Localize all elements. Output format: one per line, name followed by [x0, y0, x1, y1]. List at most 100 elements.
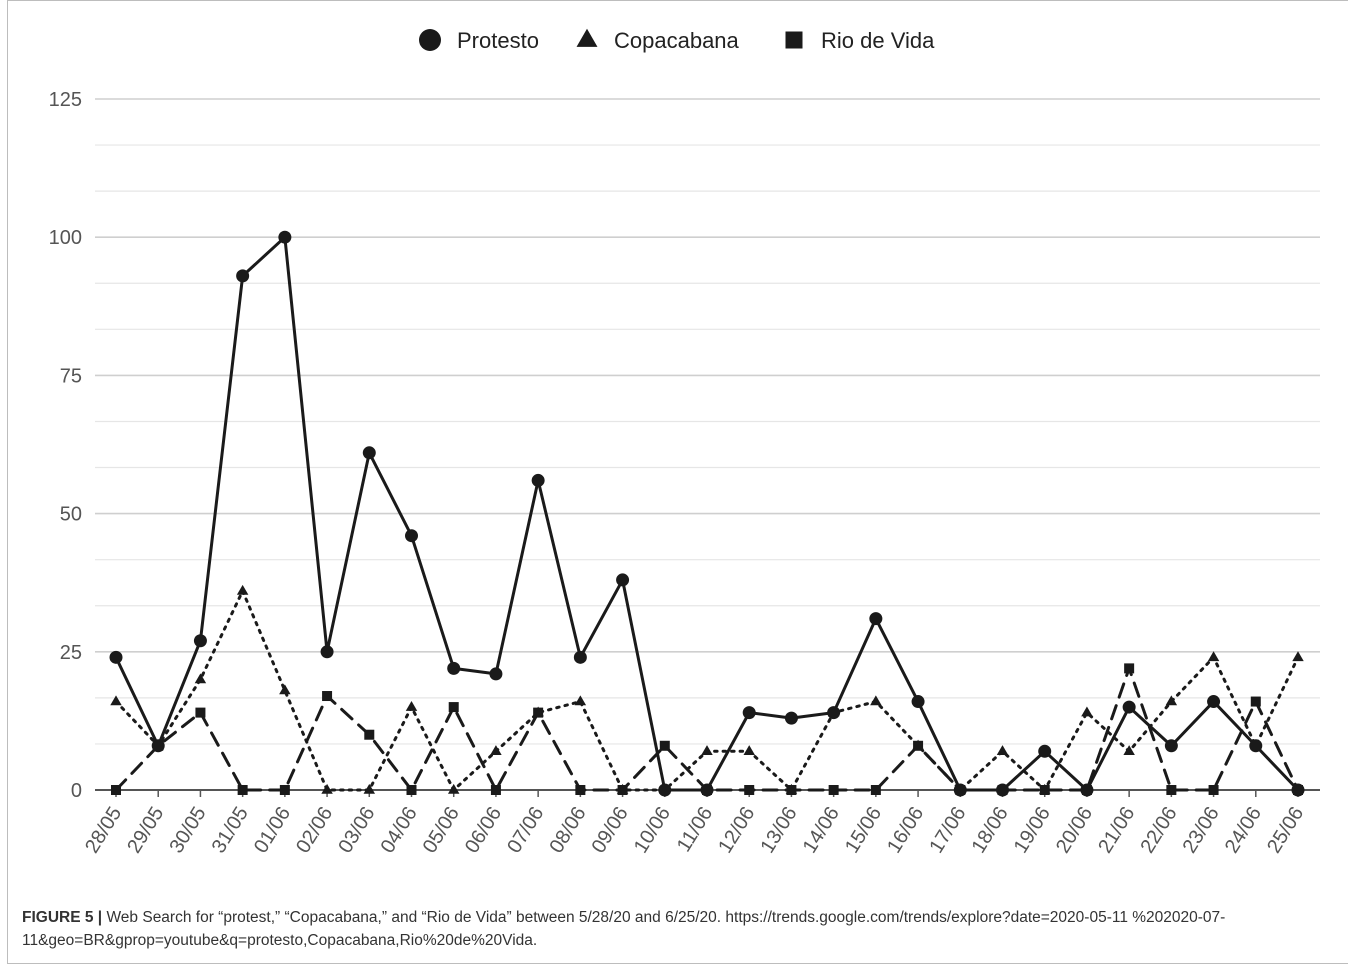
marker-circle [869, 612, 883, 626]
x-tick-label: 25/06 [1263, 803, 1308, 857]
marker-triangle [574, 695, 587, 706]
x-tick-label: 09/06 [588, 803, 633, 857]
x-tick-label: 17/06 [925, 803, 970, 857]
marker-circle [742, 706, 756, 720]
marker-triangle [996, 745, 1009, 756]
marker-circle [953, 783, 967, 797]
marker-circle [700, 783, 714, 797]
x-tick-label: 24/06 [1221, 803, 1266, 857]
figure-frame-left [7, 0, 8, 964]
marker-triangle [1165, 695, 1178, 706]
marker-circle [419, 29, 441, 51]
x-tick-label: 03/06 [334, 803, 379, 857]
marker-triangle [110, 695, 122, 706]
marker-square [870, 785, 881, 795]
marker-triangle [490, 745, 502, 756]
y-axis-tick-labels: 0 25 50 75 100 125 [49, 89, 82, 802]
figure-label: FIGURE 5 | [22, 909, 103, 926]
marker-square [744, 785, 755, 795]
marker-triangle [576, 28, 598, 47]
marker-square [322, 691, 333, 702]
x-tick-label: 28/05 [81, 803, 126, 857]
marker-circle [320, 645, 334, 659]
marker-circle [1080, 783, 1094, 797]
marker-circle [1207, 695, 1221, 709]
marker-circle [109, 650, 123, 664]
x-tick-label: 23/06 [1179, 803, 1224, 857]
marker-square [279, 785, 290, 795]
marker-circle [151, 739, 165, 753]
marker-triangle [1207, 651, 1220, 662]
legend-label: Rio de Vida [821, 28, 935, 53]
marker-triangle [321, 783, 333, 794]
x-tick-label: 19/06 [1010, 803, 1055, 857]
series-line [114, 666, 1300, 792]
marker-triangle [701, 745, 713, 756]
marker-triangle [405, 700, 418, 711]
marker-triangle [785, 783, 798, 794]
x-tick-label: 30/05 [165, 803, 210, 857]
marker-circle [1164, 739, 1178, 753]
grid-lines [95, 98, 1320, 745]
marker-triangle [236, 584, 249, 595]
marker-triangle [532, 706, 544, 717]
marker-circle [278, 230, 292, 244]
series-rio-de-vida [111, 663, 1303, 795]
marker-circle [911, 695, 925, 709]
marker-circle [996, 783, 1009, 797]
figure-frame-top [7, 0, 1348, 1]
x-tick-label: 04/06 [377, 803, 422, 857]
x-tick-label: 20/06 [1052, 803, 1097, 857]
marker-circle [236, 269, 250, 283]
x-tick-label: 16/06 [883, 803, 928, 857]
marker-triangle [194, 673, 207, 684]
marker-circle [531, 473, 545, 487]
marker-circle [362, 446, 376, 460]
series-group [109, 230, 1305, 797]
marker-square [195, 707, 206, 718]
x-tick-label: 29/05 [123, 803, 168, 857]
marker-circle [489, 667, 503, 681]
marker-circle [1291, 783, 1305, 797]
marker-circle [1122, 700, 1136, 714]
marker-triangle [912, 739, 924, 750]
marker-triangle [1081, 706, 1093, 717]
marker-circle [784, 711, 798, 725]
marker-circle [658, 783, 672, 797]
x-tick-label: 08/06 [545, 803, 590, 857]
marker-circle [573, 650, 587, 664]
marker-circle [405, 529, 418, 543]
marker-triangle [1038, 783, 1051, 794]
marker-square [1166, 785, 1177, 795]
marker-square [490, 785, 501, 795]
x-tick-label: 02/06 [292, 803, 337, 857]
x-tick-label: 10/06 [630, 803, 675, 857]
legend-item-copacabana: Copacabana [576, 28, 740, 53]
marker-triangle [616, 783, 629, 794]
marker-square [111, 785, 121, 795]
legend: Protesto Copacabana Rio de Vida [419, 28, 935, 53]
y-tick-label: 50 [60, 504, 82, 526]
x-tick-label: 22/06 [1136, 803, 1181, 857]
marker-triangle [1123, 745, 1135, 756]
figure-caption: FIGURE 5 | Web Search for “protest,” “Co… [22, 906, 1340, 952]
marker-triangle [870, 695, 882, 706]
x-tick-label: 21/06 [1094, 803, 1139, 857]
x-tick-label: 13/06 [756, 803, 801, 857]
x-tick-label: 15/06 [841, 803, 886, 857]
y-tick-label: 0 [71, 780, 82, 802]
marker-triangle [743, 745, 755, 756]
marker-square [406, 785, 417, 795]
marker-triangle [363, 783, 376, 794]
marker-square [1250, 696, 1261, 707]
marker-triangle [279, 684, 291, 695]
marker-square [1124, 663, 1135, 674]
marker-triangle [1292, 651, 1304, 662]
legend-item-protesto: Protesto [419, 28, 539, 53]
x-tick-label: 14/06 [799, 803, 844, 857]
marker-circle [1038, 744, 1052, 758]
marker-square [448, 702, 459, 713]
marker-circle [827, 706, 841, 720]
marker-circle [616, 573, 630, 587]
